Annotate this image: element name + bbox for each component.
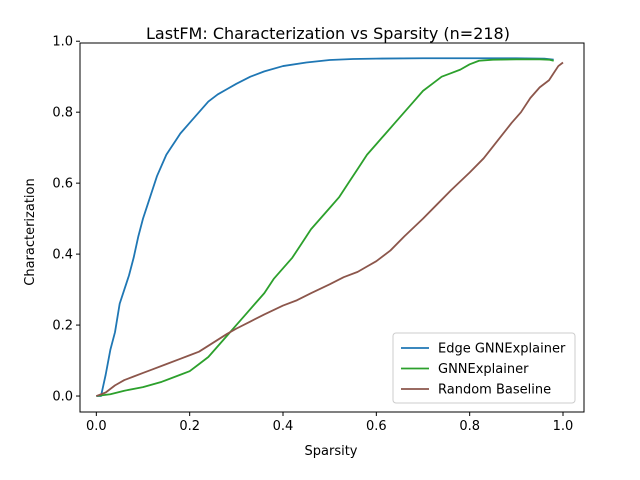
y-tick-label: 0.8 bbox=[52, 106, 73, 121]
y-axis: 0.0 0.2 0.4 0.6 0.8 1.0 bbox=[52, 35, 80, 405]
x-tick-label: 0.2 bbox=[179, 419, 200, 434]
y-tick-label: 1.0 bbox=[52, 35, 73, 50]
x-tick-label: 1.0 bbox=[553, 419, 574, 434]
x-axis: 0.0 0.2 0.4 0.6 0.8 1.0 bbox=[86, 412, 573, 434]
legend-label-2: Random Baseline bbox=[438, 383, 551, 398]
legend-label-0: Edge GNNExplainer bbox=[438, 342, 566, 357]
y-tick-label: 0.2 bbox=[52, 319, 73, 334]
y-tick-label: 0.6 bbox=[52, 177, 73, 192]
x-tick-label: 0.0 bbox=[86, 419, 107, 434]
x-tick-label: 0.8 bbox=[459, 419, 480, 434]
series-line-1 bbox=[96, 58, 554, 397]
y-tick-label: 0.0 bbox=[52, 390, 73, 405]
chart-title: LastFM: Characterization vs Sparsity (n=… bbox=[146, 24, 510, 43]
y-axis-label: Characterization bbox=[23, 178, 38, 286]
series-line-0 bbox=[96, 57, 554, 397]
series-line-2 bbox=[96, 61, 564, 397]
legend: Edge GNNExplainer GNNExplainer Random Base… bbox=[392, 332, 576, 404]
legend-label-1: GNNExplainer bbox=[438, 362, 529, 377]
x-tick-label: 0.4 bbox=[273, 419, 294, 434]
x-tick-label: 0.6 bbox=[366, 419, 387, 434]
legend-frame bbox=[392, 332, 576, 404]
series-layer bbox=[96, 57, 564, 397]
plot-frame bbox=[79, 42, 585, 413]
x-axis-label: Sparsity bbox=[305, 444, 358, 459]
y-tick-label: 0.4 bbox=[52, 248, 73, 263]
